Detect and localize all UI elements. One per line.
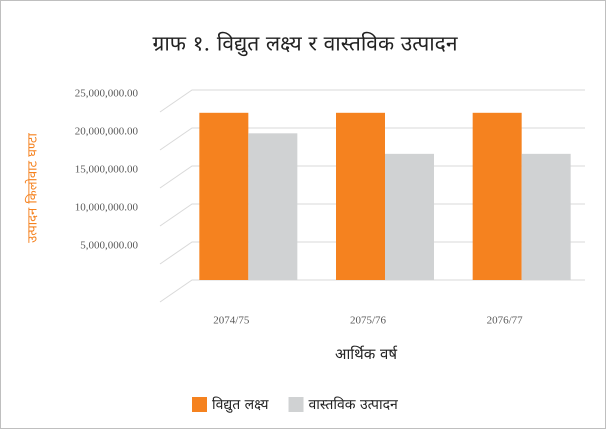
bar xyxy=(248,133,298,280)
grid-line xyxy=(159,165,585,189)
grid-line xyxy=(159,279,585,303)
chart-title: ग्राफ १. विद्युत लक्ष्य र वास्तविक उत्पा… xyxy=(152,32,457,57)
bar xyxy=(385,153,434,280)
legend-swatch xyxy=(192,397,207,412)
grid-line xyxy=(159,203,585,227)
grid-line xyxy=(159,89,585,113)
bar xyxy=(521,153,571,280)
grid-line xyxy=(159,127,585,151)
legend-label: विद्युत लक्ष्य xyxy=(212,396,269,413)
bar xyxy=(472,112,522,280)
y-tick-label: 15,000,000.00 xyxy=(75,164,139,176)
y-axis-label: उत्पादन किलोवाट घण्टा xyxy=(25,133,41,243)
grid-line xyxy=(159,241,585,265)
x-tick-label: 2075/76 xyxy=(350,315,387,327)
y-tick-label: 25,000,000.00 xyxy=(75,88,139,100)
bar xyxy=(336,112,385,280)
y-tick-label: 10,000,000.00 xyxy=(75,202,139,214)
x-tick-label: 2074/75 xyxy=(213,315,250,327)
y-tick-label: 20,000,000.00 xyxy=(75,126,139,138)
bar xyxy=(199,112,249,280)
x-tick-label: 2076/77 xyxy=(487,315,524,327)
legend-swatch xyxy=(288,397,304,412)
x-axis-label: आर्थिक वर्ष xyxy=(335,345,398,363)
y-tick-label: 5,000,000.00 xyxy=(80,240,138,252)
legend-label: वास्तविक उत्पादन xyxy=(309,396,398,413)
